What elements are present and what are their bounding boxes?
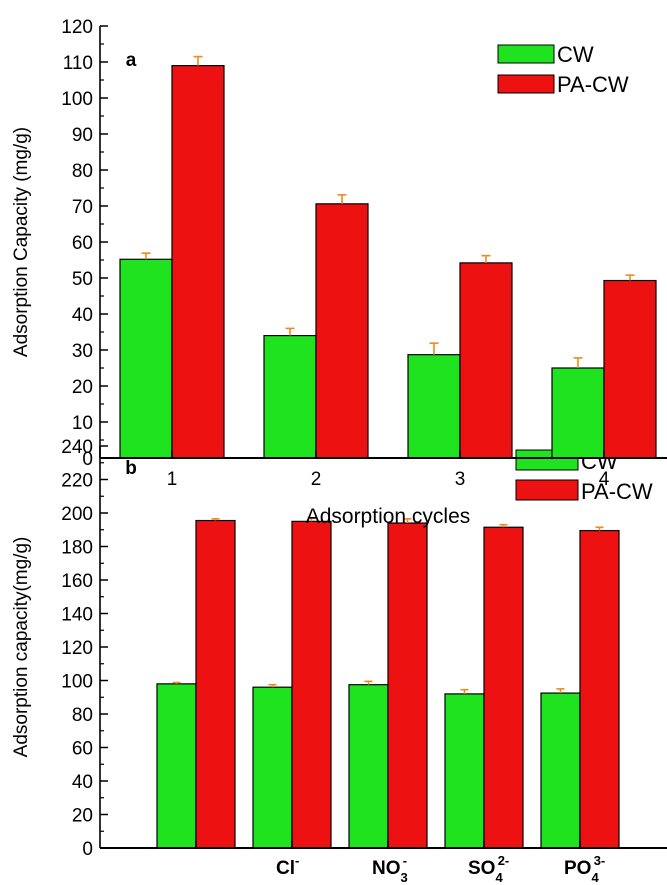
x-tick-label: NO3 - bbox=[372, 853, 408, 885]
bar-pa-cw-2 bbox=[387, 522, 428, 849]
bar-pa-cw-1 bbox=[291, 520, 332, 849]
ion-subscript: 3 bbox=[401, 870, 408, 885]
ion-charge: 3- bbox=[594, 853, 606, 868]
y-tick-label: 80 bbox=[72, 161, 93, 182]
y-tick-label: 200 bbox=[61, 504, 93, 525]
legend-swatch-pa-cw bbox=[515, 479, 579, 501]
y-tick-label: 110 bbox=[63, 53, 93, 74]
bar-cw-2 bbox=[407, 354, 461, 459]
legend-swatch-pa-cw bbox=[497, 74, 555, 94]
ion-symbol: Cl bbox=[276, 858, 295, 879]
bar-cw-1 bbox=[263, 335, 317, 459]
ion-symbol: NO bbox=[372, 858, 401, 879]
y-tick-label: 30 bbox=[72, 341, 93, 362]
x-axis-label: Adsorption cycles bbox=[306, 505, 471, 528]
legend-label-pa-cw: PA-CW bbox=[557, 72, 629, 97]
chart-panel-a: 0 10 20 30 40 50 60 70 80 90 100 110 120 1 2 3 4 a CW PA-CW… bbox=[11, 17, 667, 528]
bar-cw-3 bbox=[444, 693, 485, 849]
y-tick-label: 120 bbox=[61, 17, 93, 38]
bar-cw-0 bbox=[119, 258, 173, 459]
y-tick-label: 160 bbox=[61, 571, 93, 592]
bar-cw-4 bbox=[540, 692, 581, 849]
y-tick-label: 140 bbox=[61, 605, 93, 626]
bar-pa-cw-3 bbox=[483, 526, 524, 849]
ion-charge: 2- bbox=[498, 853, 510, 868]
y-tick-label: 60 bbox=[72, 739, 93, 760]
legend-label-cw: CW bbox=[557, 42, 594, 67]
y-tick-label: 100 bbox=[61, 89, 93, 110]
y-tick-label: 40 bbox=[72, 305, 93, 326]
ion-symbol: PO bbox=[564, 858, 591, 879]
bar-pa-cw-0 bbox=[195, 519, 236, 849]
bar-cw-1 bbox=[252, 686, 293, 849]
legend-swatch-cw bbox=[497, 44, 555, 64]
panel-label: a bbox=[126, 50, 137, 71]
y-tick-label: 20 bbox=[72, 806, 93, 827]
x-tick-label: 3 bbox=[455, 469, 466, 490]
ion-charge: - bbox=[403, 853, 407, 868]
y-tick-label: 40 bbox=[72, 772, 93, 793]
bar-cw-0 bbox=[156, 683, 197, 849]
y-tick-label: 50 bbox=[72, 269, 93, 290]
x-tick-label: 2 bbox=[311, 469, 322, 490]
x-tick-label: Cl- bbox=[276, 853, 299, 879]
y-tick-label: 80 bbox=[72, 705, 93, 726]
y-tick-label: 70 bbox=[72, 197, 93, 218]
y-axis-label: Adsorption Capacity (mg/g) bbox=[11, 127, 32, 357]
x-tick-label: SO4 2- bbox=[468, 853, 509, 885]
ion-subscript: 4 bbox=[591, 870, 599, 885]
bar-pa-cw-2 bbox=[459, 262, 513, 459]
y-tick-label: 120 bbox=[61, 638, 93, 659]
y-axis-label: Adsorption capacity(mg/g) bbox=[11, 537, 32, 758]
bar-pa-cw-0 bbox=[171, 64, 225, 459]
bar-pa-cw-1 bbox=[315, 203, 369, 459]
ion-symbol: SO bbox=[468, 858, 495, 879]
y-tick-label: 0 bbox=[82, 449, 93, 470]
y-tick-label: 20 bbox=[72, 377, 93, 398]
x-tick-label: 4 bbox=[599, 469, 610, 490]
bar-pa-cw-4 bbox=[579, 529, 620, 849]
ion-charge: - bbox=[295, 853, 299, 868]
bar-cw-2 bbox=[348, 684, 389, 849]
legend-label-pa-cw: PA-CW bbox=[581, 479, 653, 504]
y-tick-label: 180 bbox=[61, 538, 93, 559]
y-tick-label: 90 bbox=[72, 125, 93, 146]
bar-pa-cw-3 bbox=[603, 279, 657, 459]
y-tick-label: 100 bbox=[61, 672, 93, 693]
y-tick-label: 220 bbox=[61, 471, 93, 492]
x-tick-label: 1 bbox=[167, 469, 178, 490]
y-tick-label: 0 bbox=[82, 839, 93, 860]
y-tick-label: 60 bbox=[72, 233, 93, 254]
bar-cw-3 bbox=[551, 367, 605, 459]
y-tick-label: 240 bbox=[61, 437, 93, 458]
y-tick-label: 10 bbox=[72, 413, 93, 434]
x-tick-label: PO4 3- bbox=[564, 853, 605, 885]
ion-subscript: 4 bbox=[495, 870, 503, 885]
panel-label: b bbox=[125, 458, 137, 479]
